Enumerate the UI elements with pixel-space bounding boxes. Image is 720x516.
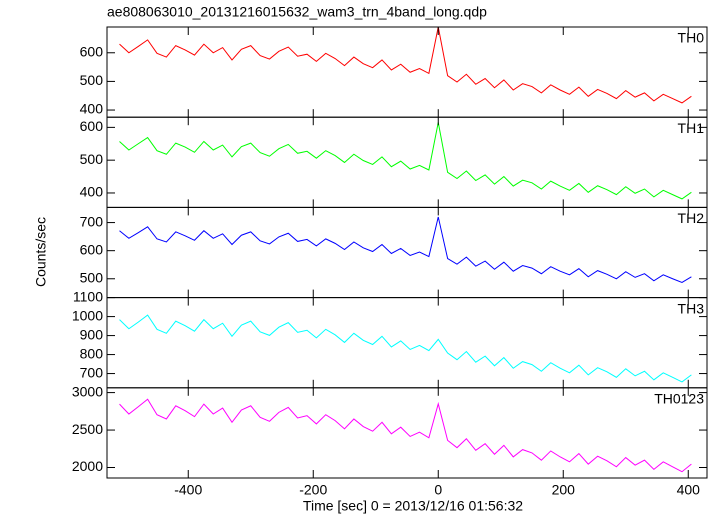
y-tick-label: 800 — [80, 345, 104, 361]
light-curve — [119, 122, 692, 200]
light-curve — [119, 398, 692, 473]
y-tick-label: 700 — [80, 364, 104, 380]
y-tick-label: 2500 — [72, 421, 103, 437]
y-tick-label: 400 — [80, 101, 104, 117]
y-axis-label: Counts/sec — [33, 217, 49, 287]
x-tick-label: 200 — [552, 482, 576, 498]
y-tick-label: 700 — [80, 213, 104, 229]
panel-frame — [106, 297, 708, 389]
panel-label: TH1 — [678, 120, 705, 136]
y-tick-label: 900 — [80, 326, 104, 342]
panel-label: TH0 — [678, 30, 705, 46]
y-tick-label: 600 — [80, 118, 104, 134]
light-curve — [119, 216, 692, 283]
y-tick-label: 500 — [80, 269, 104, 285]
panel-label: TH2 — [678, 210, 705, 226]
chart-title: ae808063010_20131216015632_wam3_trn_4ban… — [107, 4, 487, 20]
x-tick-label: 0 — [434, 482, 442, 498]
y-tick-label: 400 — [80, 184, 104, 200]
panel-frame — [106, 26, 708, 118]
y-tick-label: 1100 — [73, 288, 103, 304]
light-curve — [119, 314, 692, 383]
x-axis-label: Time [sec] 0 = 2013/12/16 01:56:32 — [303, 498, 523, 514]
y-tick-label: 2000 — [72, 458, 103, 474]
y-tick-label: 600 — [80, 241, 104, 257]
y-tick-label: 500 — [80, 72, 104, 88]
y-tick-label: 1000 — [72, 307, 103, 323]
light-curve — [119, 26, 692, 104]
panel-frame — [106, 387, 708, 479]
x-tick-label: 400 — [677, 482, 701, 498]
y-tick-label: 500 — [80, 151, 104, 167]
y-tick-label: 600 — [80, 43, 104, 59]
y-tick-label: 3000 — [72, 383, 103, 399]
x-tick-label: -200 — [299, 482, 327, 498]
panel-label: TH0123 — [654, 391, 704, 407]
panel-label: TH3 — [678, 300, 705, 316]
x-tick-label: -400 — [174, 482, 202, 498]
